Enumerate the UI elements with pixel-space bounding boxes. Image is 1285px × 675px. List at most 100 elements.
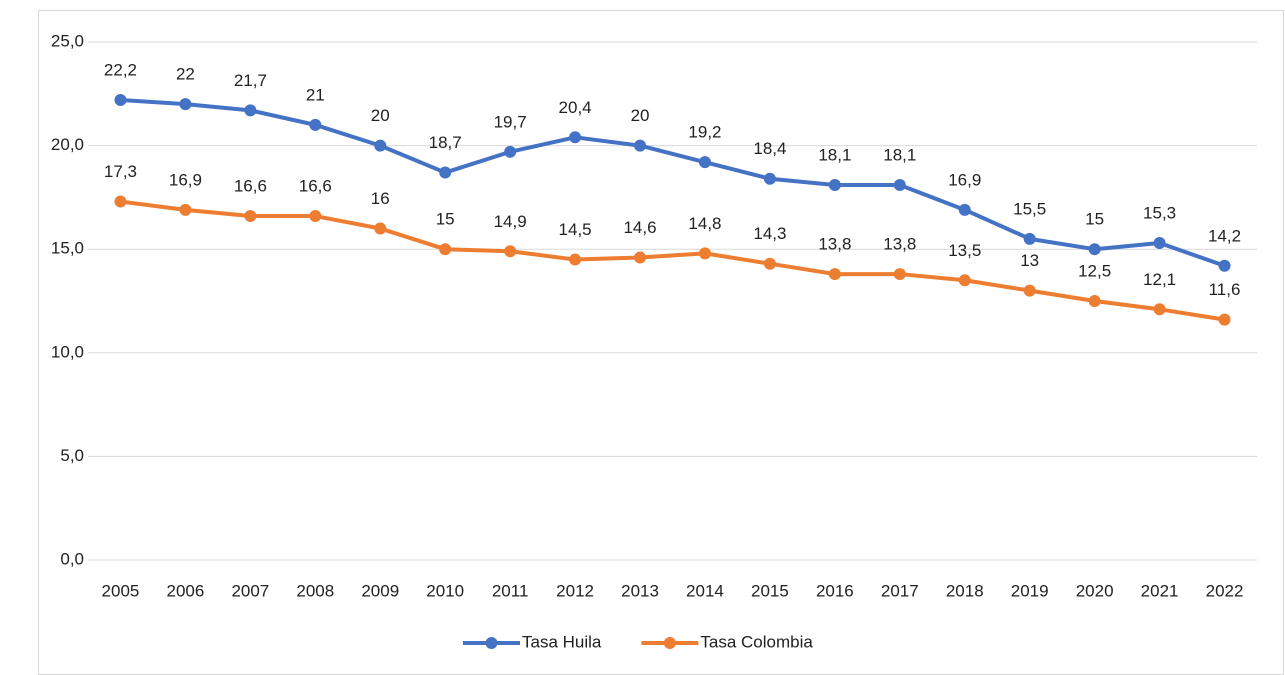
point [1088, 295, 1101, 307]
data-label: 21 [306, 85, 325, 104]
x-tick-label: 2019 [1011, 581, 1049, 600]
point [244, 104, 257, 117]
data-label: 21,7 [234, 71, 267, 90]
point [893, 268, 906, 281]
x-tick-label: 2016 [816, 581, 854, 600]
data-label: 15,5 [1013, 199, 1046, 218]
point [439, 243, 452, 256]
point [828, 178, 841, 191]
point [1218, 259, 1231, 272]
point [114, 94, 127, 107]
chart-frame [38, 10, 1284, 675]
data-label: 18,1 [818, 145, 851, 164]
y-tick-label: 15,0 [51, 239, 84, 258]
data-label: 13,8 [818, 235, 851, 254]
x-tick-label: 2017 [881, 581, 919, 600]
x-tick-label: 2007 [231, 581, 269, 600]
x-tick-label: 2006 [167, 581, 205, 600]
point [958, 203, 971, 216]
x-tick-label: 2022 [1206, 581, 1244, 600]
data-label: 11,6 [1209, 280, 1241, 299]
data-label: 18,1 [883, 145, 916, 164]
x-tick-label: 2009 [361, 581, 399, 600]
series-line [120, 98, 1226, 268]
point [114, 195, 127, 208]
data-label: 22,2 [104, 61, 137, 80]
data-label: 13,5 [948, 241, 981, 260]
point [763, 172, 776, 185]
data-label: 12,1 [1143, 270, 1176, 289]
point [698, 247, 711, 260]
point [569, 131, 582, 144]
point [828, 268, 841, 281]
x-tick-label: 2012 [556, 581, 594, 600]
series-line [120, 199, 1225, 322]
point [309, 118, 322, 131]
data-label: 20 [371, 106, 390, 125]
point [569, 253, 582, 266]
point [244, 210, 257, 223]
data-label: 14,8 [688, 214, 721, 233]
x-tick-label: 2020 [1076, 581, 1114, 600]
data-label: 16,9 [169, 170, 202, 189]
point [439, 166, 452, 179]
data-label: 16,9 [948, 170, 981, 189]
point [374, 139, 387, 152]
point [634, 139, 647, 152]
data-label: 19,7 [494, 112, 527, 131]
x-tick-label: 2005 [102, 581, 140, 600]
data-label: 16,6 [299, 177, 332, 196]
data-label: 16 [371, 189, 390, 208]
data-label: 14,3 [753, 224, 786, 243]
data-label: 14,6 [623, 218, 656, 237]
data-label: 17,3 [104, 162, 137, 181]
point [698, 156, 711, 169]
data-label: 18,7 [429, 133, 462, 152]
data-label: 13,8 [883, 235, 916, 254]
point [763, 257, 776, 270]
legend-marker [485, 637, 498, 649]
y-tick-label: 0,0 [60, 549, 84, 568]
point [309, 210, 322, 223]
data-label: 20,4 [559, 98, 592, 117]
point [958, 274, 971, 287]
y-tick-label: 10,0 [51, 342, 84, 361]
point [1023, 232, 1036, 245]
point [504, 245, 517, 258]
data-label: 14,5 [559, 220, 592, 239]
point [504, 145, 517, 158]
x-tick-label: 2011 [492, 581, 529, 600]
legend-label: Tasa Huila [522, 632, 602, 651]
data-label: 13 [1020, 251, 1039, 270]
x-tick-label: 2021 [1141, 581, 1179, 600]
data-label: 15 [436, 210, 455, 229]
legend-marker [663, 637, 676, 649]
data-label: 18,4 [753, 139, 786, 158]
point [893, 178, 906, 191]
point [179, 203, 192, 216]
data-label: 15 [1085, 210, 1104, 229]
x-tick-label: 2018 [946, 581, 984, 600]
data-label: 20 [631, 106, 650, 125]
x-tick-label: 2015 [751, 581, 789, 600]
point [1153, 303, 1166, 316]
data-label: 16,6 [234, 177, 267, 196]
x-tick-label: 2013 [621, 581, 659, 600]
point [1153, 236, 1166, 249]
data-label: 14,9 [494, 212, 527, 231]
legend-label: Tasa Colombia [700, 632, 813, 651]
point [634, 251, 647, 264]
data-label: 12,5 [1078, 261, 1111, 280]
point [374, 222, 387, 235]
y-tick-label: 20,0 [51, 135, 84, 154]
x-tick-label: 2014 [686, 581, 724, 600]
data-label: 15,3 [1143, 203, 1176, 222]
x-tick-label: 2010 [426, 581, 464, 600]
y-tick-label: 25,0 [51, 31, 84, 50]
point [1088, 243, 1101, 256]
point [1023, 284, 1036, 297]
x-tick-label: 2008 [296, 581, 334, 600]
point [179, 98, 192, 111]
data-label: 14,2 [1208, 226, 1241, 245]
